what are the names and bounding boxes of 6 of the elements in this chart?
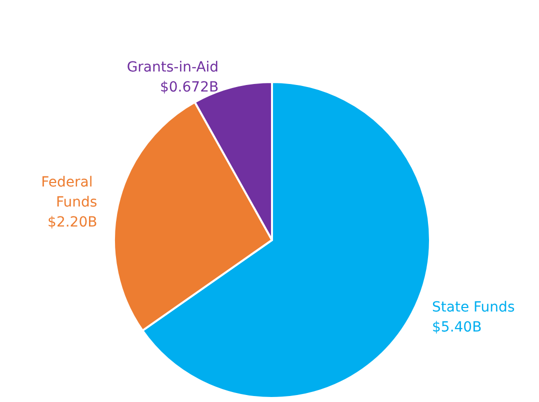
data-label: $5.40B bbox=[432, 320, 482, 336]
data-label: $2.20B bbox=[48, 214, 98, 231]
slice-label: State Funds bbox=[432, 300, 515, 316]
slice-label: Federal Funds bbox=[41, 174, 98, 211]
data-label: $0.672B bbox=[160, 79, 219, 96]
slice-label: Grants-in-Aid bbox=[126, 59, 219, 76]
